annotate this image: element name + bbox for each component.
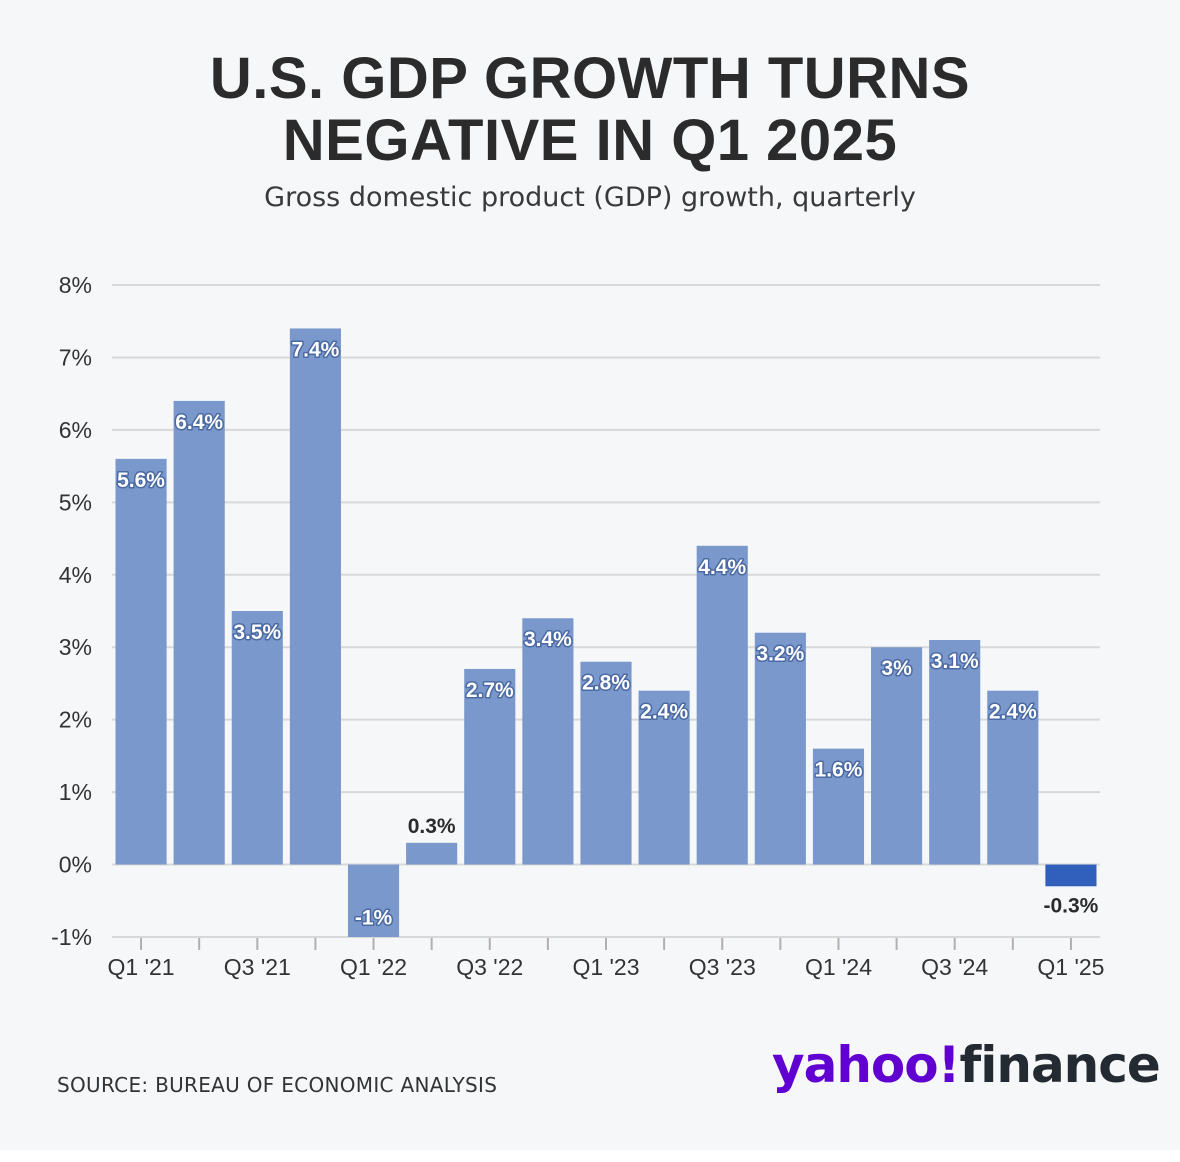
bar [464,668,516,865]
data-label: 3.5% [233,621,281,644]
logo-mark: ! [937,1036,961,1094]
data-label: 2.4% [989,701,1037,724]
y-tick-label: 4% [59,562,92,588]
logo-finance: finance [959,1036,1160,1094]
bar [1045,864,1097,887]
y-tick-label: 2% [59,707,92,733]
data-label: 3.4% [524,628,572,651]
bar [696,545,748,865]
x-tick-label: Q1 '21 [108,954,175,980]
data-label: 5.6% [117,469,165,492]
logo-yahoo: yahoo [772,1036,939,1094]
chart-title-line-1: U.S. GDP GROWTH TURNS [209,46,971,111]
data-label: 6.4% [175,411,223,434]
data-label: 4.4% [698,556,746,579]
bar [638,690,690,865]
data-labels: 5.6% 6.4% 3.5% 7.4% -1% 0.3% 2.7% 3.4% 2.8% 2.4% 4… [116,337,1099,931]
bar [173,400,225,865]
x-tick-label: Q1 '22 [340,954,407,980]
chart-title-line-2: NEGATIVE IN Q1 2025 [282,108,898,173]
gdp-bar-chart: -1% 0% 1% 2% 3% 4% 5% 6% 7% 8% Q1 '21 Q3 '21 Q1 '22… [51,272,1104,980]
bars [115,328,1097,937]
y-tick-label: 5% [59,489,92,515]
bar [812,748,865,865]
x-axis-ticks: Q1 '21 Q3 '21 Q1 '22 Q3 '22 Q1 '23 Q3 '23 Q1 '… [108,938,1104,980]
bar [987,690,1039,865]
chart-title: U.S. GDP GROWTH TURNS NEGATIVE IN Q1 202… [0,48,1180,172]
bar [406,842,458,865]
data-label: 1.6% [815,759,863,782]
data-label: 3.1% [931,650,979,673]
data-label: 2.7% [466,679,514,702]
yahoo-finance-logo: yahoo!finance [772,1036,1161,1094]
x-tick-label: Q1 '24 [805,954,872,980]
x-tick-label: Q3 '24 [921,954,988,980]
y-tick-label: 7% [59,344,92,370]
y-tick-label: 1% [59,779,92,805]
y-tick-label: -1% [51,924,92,950]
data-label: 3.2% [756,643,804,666]
x-tick-label: Q1 '25 [1037,954,1104,980]
bar [580,661,632,865]
bar [754,632,806,865]
y-tick-label: 3% [59,634,92,660]
data-label: -0.3% [1044,894,1099,917]
source-note: SOURCE: BUREAU OF ECONOMIC ANALYSIS [57,1073,498,1097]
x-tick-label: Q3 '23 [689,954,756,980]
x-tick-label: Q3 '21 [224,954,291,980]
data-label: 2.4% [640,701,688,724]
data-label: -1% [355,907,393,930]
data-label: 3% [881,657,912,680]
y-tick-label: 8% [59,272,92,298]
chart-subtitle: Gross domestic product (GDP) growth, qua… [264,182,916,213]
data-label: 2.8% [582,672,630,695]
bar [522,618,574,865]
bar [115,458,167,865]
bar [347,864,400,937]
bar [289,328,341,865]
bar [929,639,981,865]
x-tick-label: Q3 '22 [456,954,523,980]
y-axis-ticks: -1% 0% 1% 2% 3% 4% 5% 6% 7% 8% [51,272,92,950]
x-tick-label: Q1 '23 [572,954,639,980]
y-tick-label: 0% [59,852,92,878]
data-label: 0.3% [408,815,456,838]
data-label: 7.4% [291,338,339,361]
bar [231,611,283,865]
bottom-strip [0,1150,1180,1162]
bar [871,647,923,865]
y-tick-label: 6% [59,417,92,443]
